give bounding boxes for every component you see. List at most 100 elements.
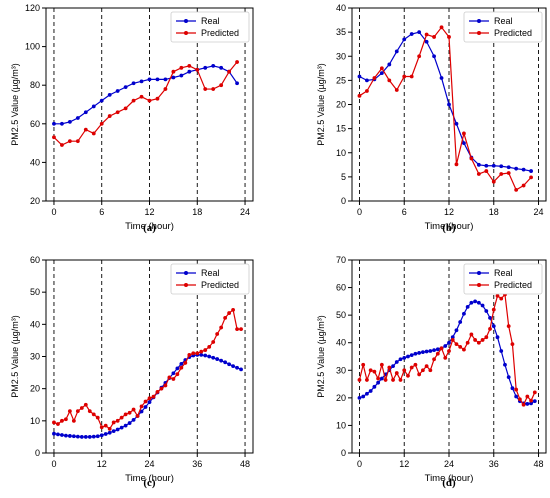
data-point-predicted — [75, 139, 80, 144]
data-point-real — [357, 74, 362, 79]
legend-label: Real — [494, 16, 513, 26]
data-point-real — [409, 32, 414, 36]
data-point-predicted — [155, 389, 160, 394]
data-point-real — [529, 169, 533, 173]
data-point-real — [499, 164, 504, 169]
data-point-predicted — [439, 25, 444, 30]
data-point-real — [107, 430, 112, 435]
x-tick-label: 36 — [192, 459, 202, 469]
data-point-predicted — [179, 365, 184, 370]
legend-label: Predicted — [201, 280, 239, 290]
data-point-predicted — [499, 296, 504, 301]
data-point-predicted — [195, 67, 200, 72]
data-point-real — [143, 405, 148, 409]
data-point-predicted — [219, 83, 224, 88]
data-point-real — [103, 432, 108, 436]
data-point-predicted — [484, 335, 489, 340]
data-point-predicted — [521, 183, 526, 188]
data-point-predicted — [458, 344, 463, 349]
data-point-predicted — [510, 342, 515, 346]
y-tick-label: 0 — [341, 196, 346, 206]
data-point-predicted — [372, 76, 377, 80]
x-tick-label: 12 — [144, 207, 154, 217]
data-point-real — [372, 384, 377, 389]
data-point-predicted — [52, 420, 56, 425]
data-point-real — [529, 401, 533, 406]
legend-marker — [477, 31, 481, 35]
data-point-predicted — [361, 362, 366, 367]
data-point-predicted — [398, 378, 403, 382]
data-point-predicted — [235, 60, 239, 64]
data-point-real — [147, 400, 152, 405]
data-point-real — [131, 417, 136, 422]
data-point-real — [394, 49, 399, 54]
y-tick-label: 20 — [30, 384, 40, 394]
data-point-predicted — [413, 362, 418, 367]
data-point-predicted — [91, 131, 96, 136]
data-point-real — [514, 166, 519, 171]
data-point-real — [231, 364, 235, 369]
data-point-real — [365, 391, 369, 396]
data-point-real — [52, 121, 56, 126]
data-point-real — [139, 79, 144, 84]
data-point-predicted — [139, 94, 144, 99]
data-point-predicted — [462, 347, 466, 352]
data-point-predicted — [167, 375, 172, 380]
y-tick-label: 70 — [336, 255, 346, 265]
legend-marker — [184, 31, 188, 35]
data-point-real — [495, 335, 500, 340]
legend-label: Predicted — [201, 28, 239, 38]
legend-box — [463, 263, 543, 295]
data-point-real — [424, 39, 429, 44]
data-point-predicted — [211, 340, 216, 344]
data-point-predicted — [83, 127, 88, 132]
data-point-real — [111, 429, 116, 434]
data-point-real — [473, 299, 478, 304]
data-point-predicted — [454, 342, 459, 346]
data-point-real — [211, 355, 216, 360]
data-point-real — [179, 361, 184, 366]
data-point-real — [123, 423, 128, 428]
y-tick-label: 0 — [35, 448, 40, 458]
data-point-real — [450, 335, 455, 340]
data-point-real — [67, 434, 72, 438]
legend-box — [170, 11, 250, 43]
data-point-real — [75, 116, 80, 120]
data-point-predicted — [424, 32, 429, 37]
data-point-real — [123, 85, 128, 90]
y-tick-label: 30 — [30, 352, 40, 362]
y-tick-label: 40 — [336, 338, 346, 348]
data-point-predicted — [147, 98, 152, 103]
data-point-real — [454, 328, 459, 333]
data-point-real — [417, 30, 422, 35]
data-point-predicted — [71, 418, 76, 423]
data-point-predicted — [525, 394, 530, 399]
data-point-real — [491, 163, 496, 168]
y-tick-label: 15 — [336, 124, 346, 134]
chart-panel-2: 0 6 12 18 24 0 5 10 15 20 25 30 35 40 Time (hour) PM2.5… — [316, 3, 547, 234]
data-point-real — [361, 394, 366, 399]
legend: Real Predicted — [170, 263, 250, 295]
x-tick-label: 6 — [402, 207, 407, 217]
data-point-real — [514, 394, 519, 399]
data-point-predicted — [119, 415, 124, 420]
legend-label: Predicted — [494, 28, 532, 38]
data-point-predicted — [123, 412, 128, 417]
data-point-predicted — [379, 362, 384, 367]
data-point-real — [115, 427, 120, 432]
data-point-real — [60, 433, 64, 437]
y-tick-label: 40 — [30, 157, 40, 167]
panel-caption: (a) — [143, 222, 156, 234]
y-tick-label: 10 — [336, 420, 346, 430]
data-point-predicted — [60, 143, 64, 147]
data-point-predicted — [159, 386, 164, 391]
data-point-real — [155, 77, 160, 82]
data-point-predicted — [435, 351, 440, 356]
data-point-predicted — [107, 426, 112, 431]
data-point-predicted — [171, 377, 176, 381]
legend-marker — [477, 283, 481, 287]
data-point-predicted — [357, 378, 362, 382]
data-point-real — [484, 309, 489, 313]
data-point-real — [402, 37, 407, 42]
